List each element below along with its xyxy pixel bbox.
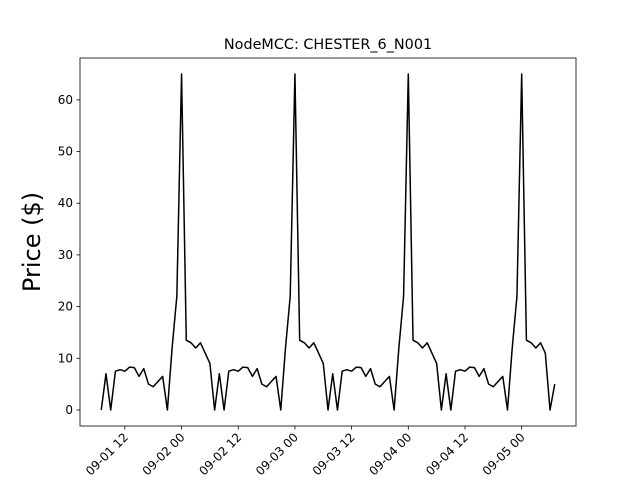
y-tick-label: 50: [58, 145, 73, 159]
y-tick-label: 60: [58, 93, 73, 107]
chart-title: NodeMCC: CHESTER_6_N001: [224, 37, 432, 53]
y-tick-label: 10: [58, 351, 73, 365]
series-line: [100, 73, 556, 411]
y-tick-label: 0: [65, 403, 73, 417]
y-tick-label: 20: [58, 300, 73, 314]
y-tick-label: 40: [58, 196, 73, 210]
y-tick-label: 30: [58, 248, 73, 262]
plot-frame: [79, 57, 577, 427]
y-axis-label: Price ($): [18, 192, 46, 292]
